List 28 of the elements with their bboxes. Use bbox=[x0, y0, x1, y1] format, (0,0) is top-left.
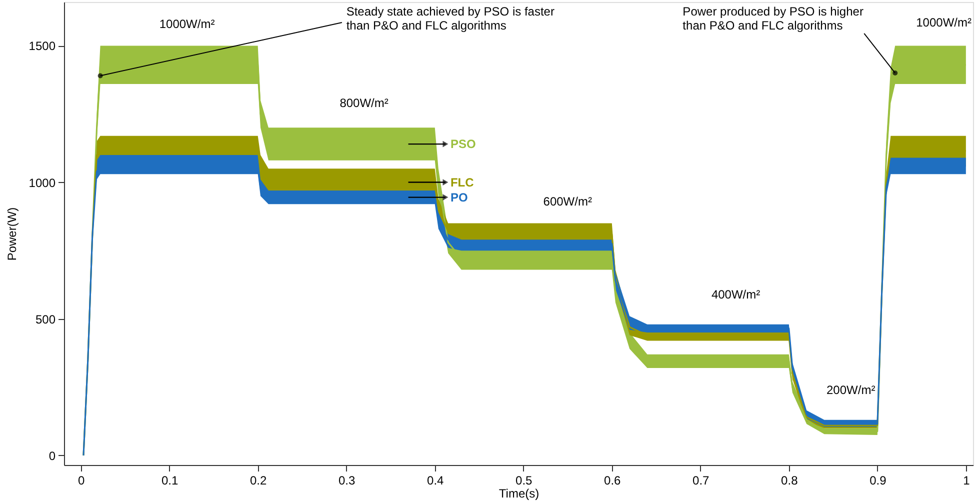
x-tick-label: 0.4 bbox=[427, 474, 444, 488]
x-tick-label: 0.7 bbox=[692, 474, 710, 488]
x-tick-label: 0.9 bbox=[870, 474, 887, 488]
annotation: 1000W/m² bbox=[916, 15, 972, 30]
y-tick-label: 500 bbox=[35, 312, 56, 326]
x-tick-label: 1 bbox=[963, 474, 970, 488]
x-tick-label: 0.8 bbox=[781, 474, 798, 488]
x-tick-label: 0 bbox=[78, 474, 85, 488]
y-tick-label: 0 bbox=[48, 448, 56, 463]
annotation: 1000W/m² bbox=[159, 16, 215, 31]
x-tick-label: 0.2 bbox=[250, 474, 267, 488]
series-label: PSO bbox=[450, 137, 476, 152]
annotation: 400W/m² bbox=[711, 287, 760, 302]
annotation: 600W/m² bbox=[543, 194, 592, 208]
x-tick-label: 0.3 bbox=[338, 474, 356, 488]
series-label: FLC bbox=[450, 175, 474, 190]
x-tick-label: 0.6 bbox=[604, 474, 622, 488]
x-tick-label: 0.1 bbox=[161, 474, 178, 488]
x-axis-title: Time(s) bbox=[498, 486, 540, 500]
y-tick-label: 1000 bbox=[28, 176, 56, 190]
y-axis-title: Power(W) bbox=[4, 207, 19, 261]
y-tick-label: 1500 bbox=[28, 39, 56, 54]
annotation: 200W/m² bbox=[826, 382, 876, 397]
series-label: PO bbox=[450, 190, 468, 204]
annotation: Steady state achieved by PSO is faster than P&O and FLC algorithms bbox=[346, 4, 554, 33]
x-tick-label: 0.5 bbox=[516, 474, 533, 488]
annotation: Power produced by PSO is higher than P&O and FLC algorithms bbox=[682, 4, 864, 33]
annotation: 800W/m² bbox=[340, 96, 388, 110]
